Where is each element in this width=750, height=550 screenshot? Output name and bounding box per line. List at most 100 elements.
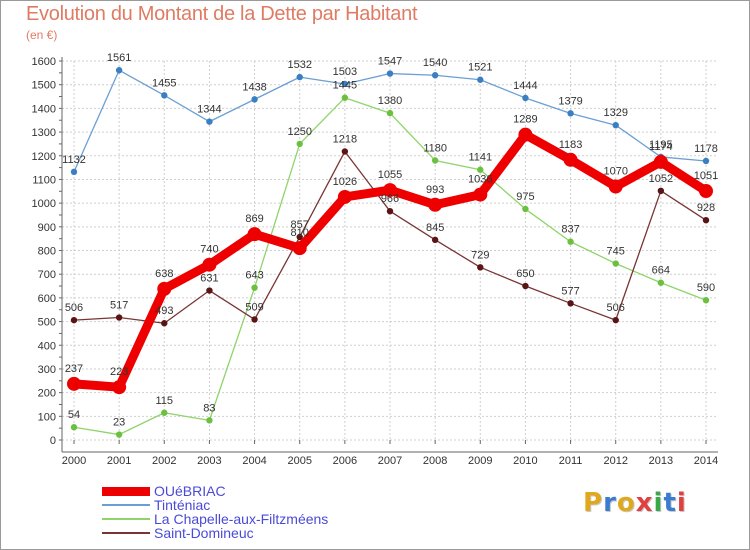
x-tick-label: 2007 [378,455,402,467]
data-label: 1455 [152,77,176,89]
data-point [161,320,168,327]
data-label: 1036 [468,174,492,186]
data-label: 1055 [378,169,402,181]
x-tick-label: 2005 [287,455,311,467]
x-tick-label: 2000 [62,455,86,467]
series-group [67,67,713,438]
data-label: 857 [291,219,309,231]
data-point [341,94,349,101]
y-tick-label: 300 [38,364,56,376]
data-label: 1026 [333,176,357,188]
data-label: 1445 [333,80,357,92]
y-tick-label: 700 [38,269,56,281]
data-point [296,233,303,241]
data-point [206,417,213,424]
x-tick-label: 2011 [559,455,583,467]
legend-swatch [102,518,150,520]
data-point [608,179,623,194]
data-label: 1547 [378,56,402,68]
series-0 [70,67,710,176]
y-tick-label: 1600 [32,56,56,68]
data-point [296,140,303,148]
chart-title: Evolution du Montant de la Dette par Hab… [26,3,418,25]
data-label: 993 [426,184,444,196]
legend-label: Saint-Domineuc [154,525,254,541]
x-tick-label: 2003 [197,455,221,467]
data-label: 1051 [694,170,718,182]
y-tick-label: 200 [38,388,56,400]
data-label: 1380 [378,95,402,107]
data-labels: 1132 1561 1455 1344 1438 1532 1503 1547 1540 1521… [62,52,718,428]
data-point [251,284,258,291]
data-label: 1344 [197,104,221,116]
data-point [115,67,123,74]
legend-swatch [102,504,150,506]
legend: OUéBRIAC Tinténiac La Chapelle-aux-Filtzmé… [102,483,329,541]
data-label: 517 [110,300,128,312]
data-label: 506 [65,302,83,314]
x-tick-label: 2010 [513,455,537,467]
y-tick-label: 1200 [32,151,56,163]
data-label: 928 [697,202,715,214]
data-label: 810 [291,227,309,239]
data-point [567,110,574,117]
data-point [567,300,574,307]
data-label: 1532 [287,59,311,71]
data-point [296,73,303,81]
data-label: 1250 [287,126,311,138]
data-point [337,189,352,204]
logo-letter: r [603,488,617,518]
data-label: 837 [561,224,579,236]
data-label: 1540 [423,57,447,69]
series-1 [70,94,710,438]
y-tick-label: 1100 [32,174,56,186]
logo-letter: i [653,488,664,518]
data-label: 1132 [62,154,86,166]
x-tick-label: 2008 [423,455,447,467]
data-label: 638 [155,268,173,280]
data-point [563,152,578,167]
data-label: 115 [156,395,174,407]
data-point [386,207,394,215]
y-tick-label: 900 [38,222,56,234]
data-point [67,376,81,391]
data-label: 631 [200,273,218,285]
axes [59,57,718,453]
data-point [431,72,439,79]
data-point [70,168,78,176]
data-point [522,282,529,290]
data-point [251,316,258,323]
data-point [653,154,668,169]
data-point [431,157,439,164]
data-label: 1180 [423,142,447,154]
data-label: 509 [245,301,263,313]
data-label: 740 [200,244,218,256]
data-point [522,94,529,102]
y-tick-label: 100 [38,411,56,423]
data-point [383,183,397,198]
y-tick-label: 500 [38,317,56,329]
data-label: 223 [110,366,128,378]
logo-letter: i [676,488,687,518]
data-point [702,157,710,165]
data-point [612,260,619,267]
grid [62,60,718,441]
data-point [518,127,533,142]
tick-labels: 0 100 200 300 400 500 600 700 800 900 1000 1100 1200… [32,56,719,467]
data-point [115,431,123,438]
legend-label: OUéBRIAC [154,483,226,499]
data-point [477,166,484,173]
data-label: 1141 [468,152,492,164]
unit-label: (en €) [26,28,58,42]
data-label: 1289 [513,114,537,126]
y-tick-label: 600 [38,293,56,305]
data-label: 1503 [333,66,357,78]
legend-label: La Chapelle-aux-Filtzméens [154,511,329,527]
data-point [567,238,574,245]
data-label: 1561 [107,52,131,64]
data-label: 1195 [649,139,673,151]
legend-item: Saint-Domineuc [102,525,328,541]
data-point [657,279,665,286]
data-point [657,187,665,195]
data-point [112,380,127,395]
